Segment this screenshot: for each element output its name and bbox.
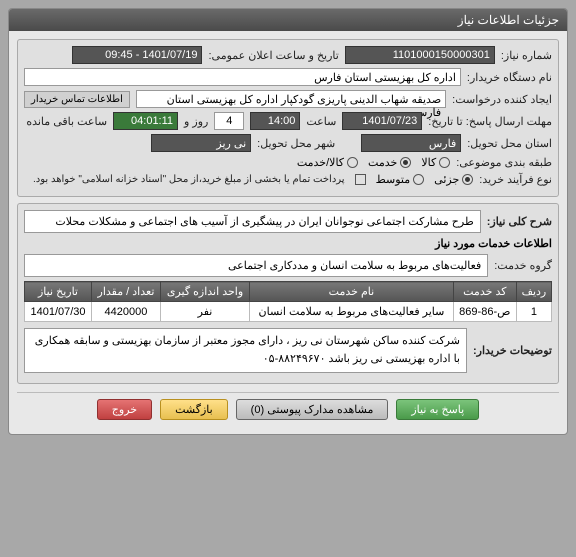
radio-icon bbox=[439, 157, 450, 168]
deadline-date-field: 1401/07/23 bbox=[342, 112, 422, 130]
buyer-field: اداره کل بهزیستی استان فارس bbox=[24, 68, 461, 86]
col-4: تعداد / مقدار bbox=[92, 282, 161, 302]
header-box: شماره نیاز: 1101000150000301 تاریخ و ساع… bbox=[17, 39, 559, 197]
group-value-field: فعالیت‌های مربوط به سلامت انسان و مددکار… bbox=[24, 254, 488, 277]
purchase-type-group: جزئی متوسط پرداخت تمام یا بخشی از مبلغ خ… bbox=[33, 173, 473, 186]
cell: 1 bbox=[516, 302, 551, 322]
window: جزئیات اطلاعات نیاز شماره نیاز: 11010001… bbox=[8, 8, 568, 435]
radio-icon bbox=[347, 157, 358, 168]
province-label: استان محل تحویل: bbox=[467, 137, 552, 150]
cat-goods-label: کالا bbox=[421, 156, 436, 169]
need-number-label: شماره نیاز: bbox=[501, 49, 552, 62]
deadline-time-field: 14:00 bbox=[250, 112, 300, 130]
cat-both-option[interactable]: کالا/خدمت bbox=[297, 156, 358, 169]
city-field: نی ریز bbox=[151, 134, 251, 152]
city-label: شهر محل تحویل: bbox=[257, 137, 335, 150]
cat-goods-option[interactable]: کالا bbox=[421, 156, 450, 169]
cell: 1401/07/30 bbox=[25, 302, 92, 322]
col-5: تاریخ نیاز bbox=[25, 282, 92, 302]
footer: پاسخ به نیاز مشاهده مدارک پیوستی (0) باز… bbox=[17, 392, 559, 426]
purchase-type-label: نوع فرآیند خرید: bbox=[479, 173, 552, 186]
group-label: گروه خدمت: bbox=[494, 259, 552, 272]
remaining-label: ساعت باقی مانده bbox=[26, 115, 107, 128]
pt-note: پرداخت تمام یا بخشی از مبلغ خرید،از محل … bbox=[33, 174, 345, 185]
exit-button[interactable]: خروج bbox=[97, 399, 152, 420]
radio-icon bbox=[400, 157, 411, 168]
col-3: واحد اندازه گیری bbox=[160, 282, 249, 302]
titlebar: جزئیات اطلاعات نیاز bbox=[9, 9, 567, 31]
services-label: اطلاعات خدمات مورد نیاز bbox=[24, 237, 552, 250]
table-header-row: ردیف کد خدمت نام خدمت واحد اندازه گیری ت… bbox=[25, 282, 552, 302]
pt-partial-label: جزئی bbox=[434, 173, 459, 186]
category-radio-group: کالا خدمت کالا/خدمت bbox=[297, 156, 450, 169]
col-1: کد خدمت bbox=[453, 282, 516, 302]
window-title: جزئیات اطلاعات نیاز bbox=[458, 13, 559, 27]
buyer-notes-text: شرکت کننده ساکن شهرستان نی ریز ، دارای م… bbox=[24, 328, 467, 373]
overall-text-field: طرح مشارکت اجتماعی نوجوانان ایران در پیش… bbox=[24, 210, 481, 233]
pt-partial-option[interactable]: جزئی bbox=[434, 173, 473, 186]
cat-both-label: کالا/خدمت bbox=[297, 156, 344, 169]
cat-service-label: خدمت bbox=[368, 156, 397, 169]
need-number-field: 1101000150000301 bbox=[345, 46, 495, 64]
announce-field: 1401/07/19 - 09:45 bbox=[72, 46, 202, 64]
checkbox-icon[interactable] bbox=[355, 174, 366, 185]
cell: ص-86-869 bbox=[453, 302, 516, 322]
requester-label: ایجاد کننده درخواست: bbox=[452, 93, 552, 106]
cell: نفر bbox=[160, 302, 249, 322]
buyer-notes-label: توضیحات خریدار: bbox=[473, 344, 552, 357]
pt-medium-option[interactable]: متوسط bbox=[376, 173, 425, 186]
cat-service-option[interactable]: خدمت bbox=[368, 156, 411, 169]
remaining-field: 04:01:11 bbox=[113, 112, 178, 130]
pt-medium-label: متوسط bbox=[376, 173, 411, 186]
content: شماره نیاز: 1101000150000301 تاریخ و ساع… bbox=[9, 31, 567, 434]
requester-field: صدیقه شهاب الدینی پاریزی گودکپار اداره ک… bbox=[136, 90, 446, 108]
days-field: 4 bbox=[214, 112, 244, 130]
back-button[interactable]: بازگشت bbox=[160, 399, 228, 420]
deadline-label: مهلت ارسال پاسخ: تا تاریخ: bbox=[428, 115, 552, 128]
table-row[interactable]: 1 ص-86-869 سایر فعالیت‌های مربوط به سلام… bbox=[25, 302, 552, 322]
services-table: ردیف کد خدمت نام خدمت واحد اندازه گیری ت… bbox=[24, 281, 552, 322]
desc-box: شرح کلی نیاز: طرح مشارکت اجتماعی نوجوانا… bbox=[17, 203, 559, 384]
category-label: طبقه بندی موضوعی: bbox=[456, 156, 552, 169]
radio-icon bbox=[413, 174, 424, 185]
announce-label: تاریخ و ساعت اعلان عمومی: bbox=[208, 49, 338, 62]
overall-label: شرح کلی نیاز: bbox=[487, 215, 552, 228]
radio-icon bbox=[462, 174, 473, 185]
cell: سایر فعالیت‌های مربوط به سلامت انسان bbox=[250, 302, 454, 322]
respond-button[interactable]: پاسخ به نیاز bbox=[396, 399, 479, 420]
col-0: ردیف bbox=[516, 282, 551, 302]
col-2: نام خدمت bbox=[250, 282, 454, 302]
cell: 4420000 bbox=[92, 302, 161, 322]
time-label-1: ساعت bbox=[306, 115, 336, 128]
days-label: روز و bbox=[184, 115, 208, 128]
attachments-button[interactable]: مشاهده مدارک پیوستی (0) bbox=[236, 399, 389, 420]
province-field: فارس bbox=[361, 134, 461, 152]
buyer-label: نام دستگاه خریدار: bbox=[467, 71, 552, 84]
contact-link[interactable]: اطلاعات تماس خریدار bbox=[24, 91, 130, 108]
